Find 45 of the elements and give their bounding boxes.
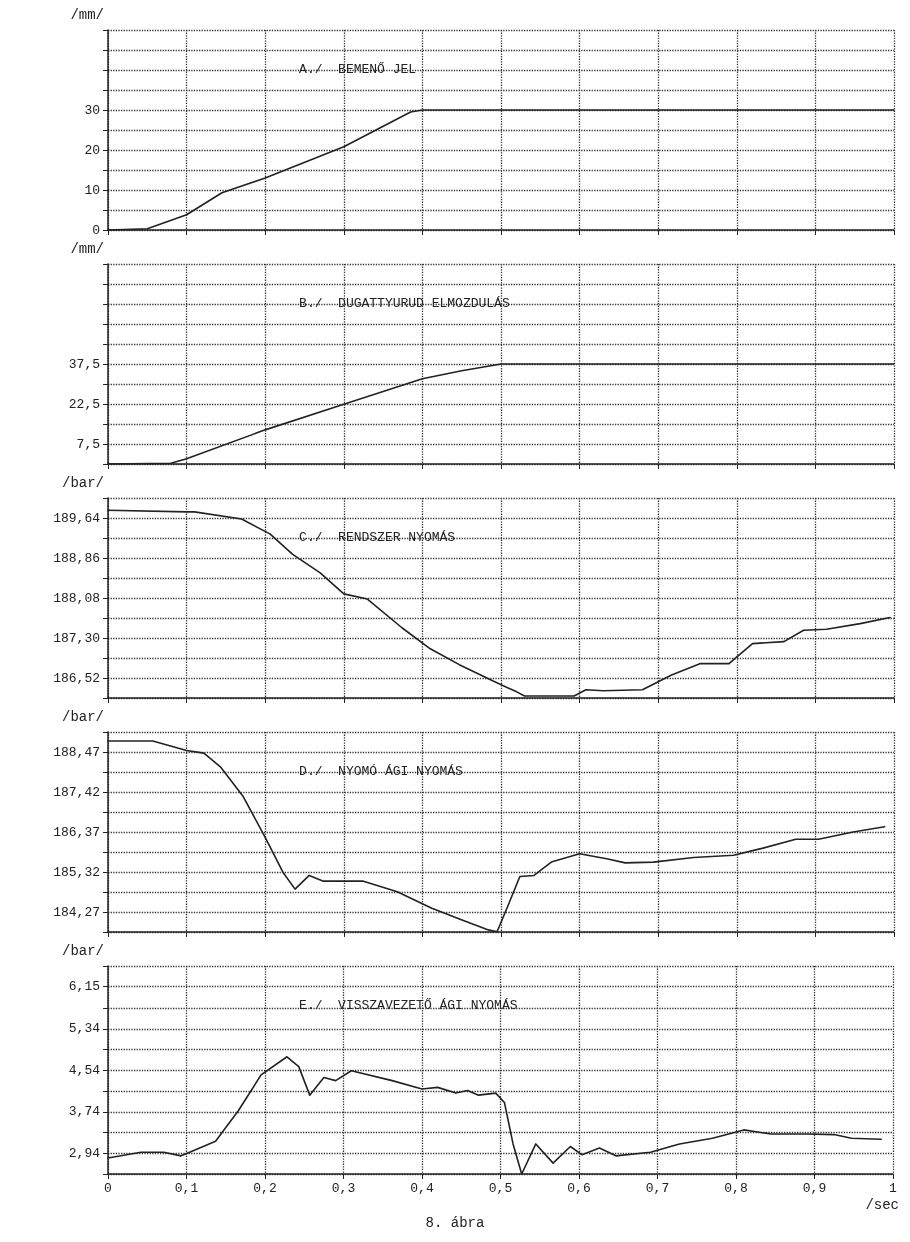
x-tick-label: 0,8 — [724, 1181, 748, 1196]
text: B./ DUGATTYURUD ELMOZDULÁS — [299, 296, 510, 311]
text: A./ BEMENŐ JEL — [299, 62, 417, 77]
y-tick-label: 10 — [84, 182, 100, 198]
y-tick-label: 185,32 — [53, 864, 100, 880]
text: D./ NYOMÓ ÁGI NYOMÁS — [299, 764, 464, 779]
y-axis-title: /bar/ — [61, 475, 104, 491]
y-tick-label: 187,30 — [53, 630, 100, 646]
y-tick-label: 186,52 — [53, 670, 100, 686]
x-tick-label: 0,5 — [488, 1181, 513, 1196]
x-tick-label: 0,1 — [174, 1181, 199, 1196]
y-tick-label: 188,47 — [53, 744, 100, 760]
y-tick-label: 0 — [92, 222, 100, 238]
y-tick-label: 189,64 — [53, 510, 101, 526]
y-axis-title: /mm/ — [70, 241, 104, 257]
y-tick-label: 30 — [84, 102, 100, 118]
y-tick-label: 37,5 — [68, 356, 100, 372]
x-tick-label: 0,2 — [253, 1181, 277, 1196]
x-axis-title: /sec — [865, 1197, 899, 1213]
x-tick-label: 0,7 — [645, 1181, 670, 1196]
y-tick-label: 5,34 — [68, 1021, 101, 1037]
y-tick-label: 3,74 — [68, 1104, 101, 1120]
x-tick-label: 0,6 — [567, 1181, 591, 1196]
y-tick-label: 22,5 — [68, 396, 100, 412]
text: E./ VISSZAVEZETŐ ÁGI NYOMÁS — [299, 998, 518, 1013]
x-tick-label: 0,9 — [802, 1181, 827, 1196]
y-tick-label: 188,08 — [53, 590, 100, 606]
y-tick-label: 6,15 — [68, 979, 100, 995]
y-axis-title: /mm/ — [70, 7, 104, 23]
x-tick-label: 0,3 — [331, 1181, 356, 1196]
y-tick-label: 186,37 — [53, 824, 100, 840]
text: C./ RENDSZER NYOMÁS — [299, 530, 456, 545]
y-axis-title: /bar/ — [61, 943, 104, 959]
y-tick-label: 4,54 — [68, 1062, 101, 1078]
y-tick-label: 20 — [84, 142, 100, 158]
y-axis-title: /bar/ — [61, 709, 104, 725]
text: 8. ábra — [425, 1215, 485, 1231]
y-tick-label: 7,5 — [76, 436, 100, 452]
x-tick-label: 0,4 — [410, 1181, 434, 1196]
y-tick-label: 2,94 — [68, 1145, 101, 1161]
x-tick-label: 1 — [889, 1181, 898, 1196]
y-tick-label: 184,27 — [53, 904, 100, 920]
y-tick-label: 188,86 — [53, 550, 100, 566]
y-tick-label: 187,42 — [53, 784, 100, 800]
x-tick-label: 0 — [104, 1181, 112, 1196]
